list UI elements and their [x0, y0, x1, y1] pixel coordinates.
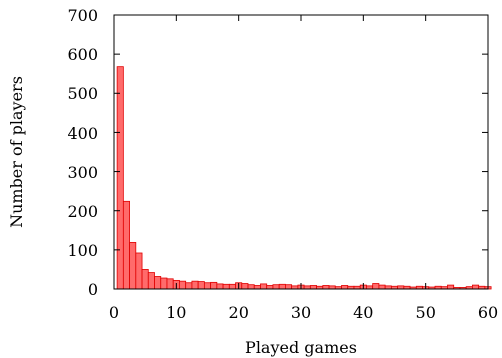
- histogram-bar: [191, 280, 199, 290]
- histogram-bar: [222, 283, 230, 290]
- histogram-bar: [272, 284, 280, 290]
- y-tick-label: 300: [67, 163, 98, 182]
- histogram-bar: [129, 242, 137, 290]
- histogram-bar: [197, 281, 205, 290]
- histogram-bar: [241, 283, 249, 290]
- plot-frame: [113, 14, 489, 290]
- histogram-bar: [285, 284, 293, 290]
- x-tick-label: 50: [416, 303, 436, 322]
- y-tick-label: 500: [67, 84, 98, 103]
- histogram-bar: [341, 285, 349, 290]
- histogram-bar: [247, 284, 255, 290]
- histogram-bar: [179, 280, 187, 290]
- histogram-bar: [472, 284, 480, 290]
- y-tick-label: 200: [67, 202, 98, 221]
- x-tick-label: 0: [109, 303, 119, 322]
- y-tick-label: 100: [67, 241, 98, 260]
- y-tick-label: 700: [67, 6, 98, 25]
- x-tick-label: 40: [353, 303, 373, 322]
- histogram-bar: [210, 281, 218, 290]
- histogram-bar: [135, 252, 143, 290]
- histogram-bar: [116, 66, 124, 290]
- histogram-bar: [141, 269, 149, 290]
- histogram-bar: [266, 285, 274, 290]
- histogram-bar: [166, 278, 174, 290]
- histogram-bar: [447, 284, 455, 290]
- x-tick-label: 30: [291, 303, 311, 322]
- histogram-bar: [122, 200, 130, 290]
- histogram-bar: [203, 282, 212, 290]
- histogram-bar: [253, 285, 261, 290]
- histogram-bar: [278, 283, 286, 290]
- y-axis-label: Number of players: [7, 76, 26, 228]
- y-tick-label: 400: [67, 124, 98, 143]
- y-tick-label: 600: [67, 45, 98, 64]
- x-axis-label: Played games: [245, 338, 357, 357]
- histogram-bar: [154, 276, 162, 290]
- x-tick-label: 10: [166, 303, 186, 322]
- histogram-bar: [309, 285, 317, 290]
- histogram-bar: [322, 285, 330, 290]
- y-tick-label: 0: [88, 280, 98, 299]
- histogram-bar: [260, 283, 268, 290]
- histogram-bar: [185, 282, 193, 290]
- histogram-bar: [147, 272, 155, 290]
- ticks-group: [113, 14, 489, 290]
- histogram-bar: [228, 283, 236, 290]
- histogram-bar: [372, 283, 380, 290]
- histogram-bar: [216, 283, 224, 290]
- histogram-bar: [160, 277, 168, 290]
- bars-group: [116, 66, 492, 290]
- x-tick-label: 20: [229, 303, 249, 322]
- x-tick-label: 60: [478, 303, 498, 322]
- histogram-bar: [378, 284, 386, 290]
